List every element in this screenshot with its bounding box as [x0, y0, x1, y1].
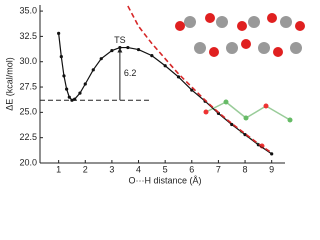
data-point — [78, 91, 82, 95]
y-tick-label: 25.0 — [19, 107, 37, 117]
x-tick-label: 4 — [136, 164, 141, 174]
data-point — [83, 82, 87, 86]
y-tick-label: 32.5 — [19, 31, 37, 41]
data-point — [230, 122, 234, 127]
data-point — [67, 95, 71, 99]
y-axis-label: ΔE (kcal/mol) — [4, 57, 14, 111]
data-point — [59, 55, 63, 59]
ts-label: TS — [114, 35, 126, 45]
molecule-chain — [203, 99, 293, 149]
y-tick-label: 27.5 — [19, 81, 37, 91]
x-tick-label: 8 — [243, 164, 248, 174]
data-point — [163, 64, 167, 68]
x-tick-label: 7 — [216, 164, 221, 174]
chart: O···H distance (Å) ΔE (kcal/mol) 20.0 22.… — [4, 5, 305, 185]
data-point — [62, 74, 66, 78]
y-tick-label: 22.5 — [19, 132, 37, 142]
data-point — [270, 152, 274, 156]
x-tick-label: 5 — [163, 164, 168, 174]
page: {"chart_data": {"type": "line", "x_label… — [4, 5, 305, 186]
x-tick-label: 1 — [56, 164, 61, 174]
data-point — [99, 57, 103, 61]
data-line — [58, 33, 273, 155]
x-tick-label: 3 — [109, 164, 114, 174]
data-point — [91, 68, 95, 72]
data-point — [176, 75, 181, 79]
data-point — [136, 47, 141, 52]
data-line — [127, 5, 273, 154]
x-tick-label: 9 — [269, 164, 274, 174]
y-tick-label: 20.0 — [19, 157, 37, 167]
barrier-label: 6.2 — [124, 68, 137, 78]
data-point — [70, 98, 74, 102]
x-tick-label: 6 — [189, 164, 194, 174]
y-tick-label: 35.0 — [19, 5, 37, 15]
data-point — [57, 31, 61, 35]
data-point — [243, 133, 247, 137]
x-tick-label: 2 — [83, 164, 88, 174]
data-point — [73, 97, 77, 101]
x-axis-label: O···H distance (Å) — [128, 175, 201, 185]
data-point — [126, 45, 130, 50]
data-point — [150, 54, 154, 58]
data-point — [110, 48, 114, 53]
data-point — [65, 87, 69, 91]
molecule-crystal — [175, 13, 305, 57]
data-point — [190, 88, 194, 92]
arrow-head — [117, 47, 123, 53]
y-tick-label: 30.0 — [19, 56, 37, 66]
